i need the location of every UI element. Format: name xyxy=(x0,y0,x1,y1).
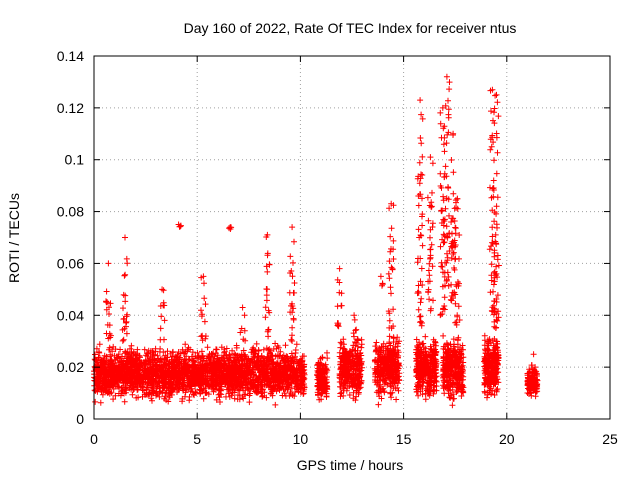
plot-frame xyxy=(93,55,611,420)
x-tick-label: 20 xyxy=(499,431,515,447)
chart-title: Day 160 of 2022, Rate Of TEC Index for r… xyxy=(184,20,517,36)
y-tick-label: 0.12 xyxy=(57,100,84,116)
x-tick-label: 10 xyxy=(293,431,309,447)
y-tick-label: 0.08 xyxy=(57,204,84,220)
y-tick-label: 0.04 xyxy=(57,307,84,323)
x-axis-title: GPS time / hours xyxy=(297,457,404,473)
y-tick-labels: 0 0.02 0.04 0.06 0.08 0.1 0.12 0.14 xyxy=(57,48,84,427)
axis-ticks xyxy=(93,55,611,420)
x-tick-label: 15 xyxy=(396,431,412,447)
y-tick-label: 0.14 xyxy=(57,48,84,64)
y-tick-label: 0.02 xyxy=(57,359,84,375)
y-tick-label: 0 xyxy=(76,411,84,427)
grid xyxy=(94,56,610,419)
y-tick-label: 0.06 xyxy=(57,255,84,271)
scatter-markers xyxy=(91,73,541,409)
x-tick-label: 5 xyxy=(193,431,201,447)
data-points xyxy=(91,73,541,409)
x-tick-labels: 0 5 10 15 20 25 xyxy=(90,431,618,447)
x-tick-label: 0 xyxy=(90,431,98,447)
y-tick-label: 0.1 xyxy=(65,152,85,168)
x-tick-label: 25 xyxy=(602,431,618,447)
y-axis-title: ROTI / TECUs xyxy=(6,193,22,283)
